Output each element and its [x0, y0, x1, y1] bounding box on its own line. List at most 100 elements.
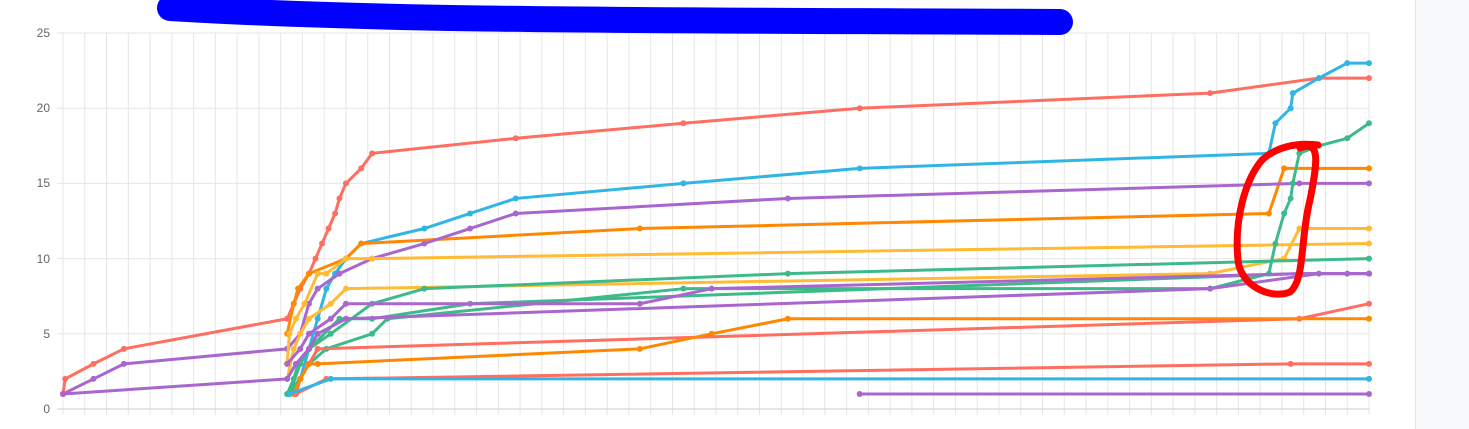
data-point [421, 225, 428, 232]
data-point [1344, 60, 1351, 67]
data-point [856, 390, 863, 397]
data-point [1366, 300, 1372, 307]
data-point [1366, 375, 1372, 382]
data-point [297, 330, 304, 337]
red-circle-annotation [1233, 140, 1322, 298]
data-point [295, 285, 302, 292]
data-point [290, 345, 297, 352]
data-point [327, 375, 334, 382]
data-point [856, 105, 863, 112]
data-point [1315, 75, 1322, 82]
data-point [314, 270, 321, 277]
data-point [60, 390, 66, 397]
data-point [1366, 240, 1372, 247]
data-point [358, 165, 365, 172]
data-point [1366, 120, 1372, 127]
series-line-11 [294, 302, 1370, 395]
data-point [327, 315, 334, 322]
data-point [90, 360, 97, 367]
data-point [1287, 195, 1294, 202]
data-point [358, 240, 365, 247]
series-line-14 [288, 377, 1369, 396]
data-point [784, 195, 791, 202]
series-line-0 [61, 76, 1369, 395]
data-point [120, 345, 127, 352]
data-point [1366, 60, 1372, 67]
y-tick-label: 0 [43, 402, 50, 416]
data-point [856, 165, 863, 172]
series-line-5 [285, 227, 1369, 380]
data-point [327, 330, 334, 337]
data-point [323, 270, 330, 277]
data-point [708, 285, 715, 292]
data-point [90, 375, 97, 382]
data-point [319, 240, 326, 247]
data-point [342, 315, 349, 322]
y-axis: 0 5 10 15 20 25 [37, 26, 51, 416]
data-point [305, 300, 312, 307]
data-point [512, 135, 519, 142]
data-point [336, 195, 343, 202]
data-point [680, 180, 687, 187]
data-point [1265, 210, 1272, 217]
data-point [708, 330, 715, 337]
data-point [1366, 225, 1372, 232]
data-point [342, 255, 349, 262]
series-group [60, 60, 1372, 397]
data-point [323, 285, 330, 292]
data-point [305, 345, 312, 352]
data-point [286, 390, 293, 397]
data-point [336, 270, 343, 277]
data-point [314, 330, 321, 337]
data-point [1366, 315, 1372, 322]
data-point [636, 225, 643, 232]
data-point [680, 285, 687, 292]
data-point [1366, 165, 1372, 172]
data-point [636, 345, 643, 352]
data-point [314, 315, 321, 322]
data-point [284, 375, 291, 382]
data-point [421, 285, 428, 292]
data-point [1281, 210, 1288, 217]
data-point [332, 210, 339, 217]
data-point [314, 285, 321, 292]
data-point [680, 120, 687, 127]
data-point [784, 270, 791, 277]
data-point [297, 375, 304, 382]
data-point [1207, 285, 1214, 292]
series-line-2 [285, 166, 1369, 335]
data-point [284, 360, 291, 367]
data-point [1366, 390, 1372, 397]
data-point [1287, 105, 1294, 112]
data-point [1296, 150, 1303, 157]
data-point [1272, 120, 1279, 127]
data-point [305, 330, 312, 337]
data-point [1281, 165, 1288, 172]
data-point [305, 360, 312, 367]
y-tick-label: 15 [37, 176, 51, 190]
data-point [369, 150, 376, 157]
y-tick-label: 25 [37, 26, 51, 40]
data-point [292, 360, 299, 367]
data-point [1207, 90, 1214, 97]
data-point [292, 315, 299, 322]
data-point [369, 255, 376, 262]
data-point [1366, 180, 1372, 187]
data-point [1366, 270, 1372, 277]
data-point [314, 360, 321, 367]
series-line-10 [62, 272, 1369, 396]
data-point [421, 240, 428, 247]
data-point [512, 210, 519, 217]
data-point [1366, 255, 1372, 262]
data-point [1366, 360, 1372, 367]
data-point [120, 360, 127, 367]
y-tick-label: 10 [37, 252, 51, 266]
data-point [467, 225, 474, 232]
y-tick-label: 20 [37, 101, 51, 115]
data-point [301, 300, 308, 307]
data-point [314, 345, 321, 352]
data-point [286, 330, 293, 337]
data-point [1287, 360, 1294, 367]
data-point [342, 285, 349, 292]
